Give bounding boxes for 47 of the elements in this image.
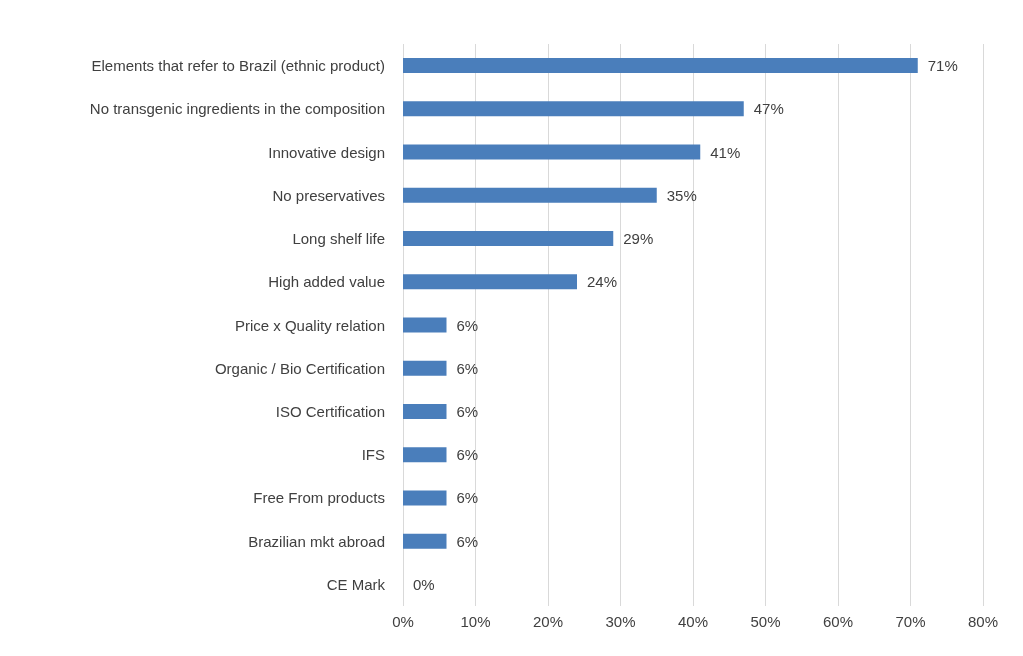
x-tick-label: 20%: [532, 613, 564, 630]
data-label: 47%: [753, 100, 784, 118]
bar: [403, 317, 447, 333]
bar: [403, 447, 447, 463]
y-tick-label: CE Mark: [326, 575, 386, 593]
data-label: 6%: [456, 316, 479, 334]
bar: [403, 360, 447, 376]
y-tick-label: IFS: [361, 446, 385, 464]
bar: [403, 403, 447, 419]
bar: [403, 533, 447, 549]
y-tick-label: Long shelf life: [292, 230, 385, 248]
data-label: 6%: [456, 359, 479, 377]
x-tick-label: 10%: [460, 613, 491, 630]
y-tick-label: No transgenic ingredients in the composition: [89, 100, 385, 118]
bar: [403, 231, 614, 247]
y-tick-label: Innovative design: [268, 143, 385, 161]
data-label: 6%: [456, 402, 479, 420]
data-label: 6%: [456, 532, 479, 550]
x-tick-label: 50%: [750, 613, 781, 630]
y-tick-label: Organic / Bio Certification: [214, 359, 385, 377]
bar: [403, 101, 744, 117]
y-tick-label: High added value: [268, 273, 385, 291]
y-tick-label: Elements that refer to Brazil (ethnic product): [91, 57, 385, 75]
data-label: 6%: [456, 446, 479, 464]
x-tick-label: 70%: [895, 613, 926, 630]
x-tick-label: 40%: [677, 613, 709, 630]
y-tick-label: Price x Quality relation: [234, 316, 385, 334]
bar: [403, 187, 657, 203]
data-label: 24%: [587, 273, 618, 291]
bar: [403, 58, 918, 74]
bar: [403, 274, 577, 290]
x-tick-label: 30%: [605, 613, 636, 630]
data-label: 29%: [623, 230, 654, 248]
data-label: 0%: [413, 575, 435, 593]
y-tick-label: Brazilian mkt abroad: [248, 532, 385, 550]
y-tick-label: ISO Certification: [275, 402, 385, 420]
bar: [403, 490, 447, 506]
data-label: 35%: [666, 186, 697, 204]
x-tick-label: 60%: [822, 613, 854, 630]
bar: [403, 144, 701, 160]
data-label: 6%: [456, 489, 479, 507]
data-label: 71%: [927, 57, 958, 75]
y-tick-label: Free From products: [253, 489, 385, 507]
x-tick-label: 80%: [967, 613, 999, 630]
data-label: 41%: [710, 143, 741, 161]
x-tick-label: 0%: [392, 613, 414, 630]
y-tick-label: No preservatives: [272, 186, 385, 204]
